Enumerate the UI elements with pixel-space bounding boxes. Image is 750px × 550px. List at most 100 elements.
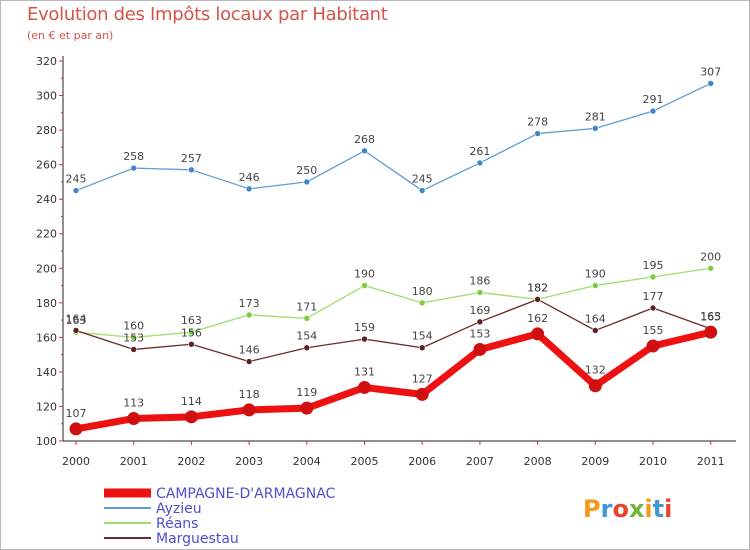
data-point [649,273,657,281]
data-label: 268 [354,133,375,146]
data-label: 245 [412,173,433,186]
data-point [242,403,256,417]
data-label: 278 [527,116,548,129]
data-point [245,185,253,193]
x-tick-label: 2009 [581,455,609,468]
data-label: 190 [354,268,375,281]
data-label: 119 [296,386,317,399]
data-label: 155 [643,324,664,337]
data-label: 291 [643,93,664,106]
x-tick-label: 2000 [62,455,90,468]
data-point [591,327,599,334]
data-point [649,304,657,312]
data-label: 163 [66,314,87,327]
data-point [69,422,83,436]
data-point [72,327,80,334]
data-point [534,296,541,303]
logo-letter: x [629,495,645,523]
data-label: 182 [527,281,548,294]
data-point [188,340,195,348]
y-tick-label: 100 [36,435,57,448]
data-label: 171 [296,300,317,313]
data-label: 180 [412,285,433,298]
logo-letter: P [583,495,601,523]
data-point [72,187,80,194]
data-label: 246 [239,171,260,184]
data-label: 307 [700,65,721,78]
data-point [707,264,715,272]
series-line [75,82,712,192]
y-tick-label: 240 [36,193,57,206]
data-label: 261 [469,145,490,158]
data-point [303,344,311,352]
data-point [130,334,137,341]
x-tick-label: 2004 [293,455,321,468]
data-label: 159 [354,321,375,334]
legend-label-ayzieu: Ayzieu [156,501,202,517]
data-point [591,282,599,289]
data-label: 281 [585,110,606,123]
x-tick-label: 2010 [639,455,667,468]
x-tick-label: 2005 [351,455,379,468]
data-label: 165 [700,311,721,324]
series-line [75,267,712,339]
data-label: 164 [585,312,606,325]
data-label: 127 [412,372,433,385]
y-tick-label: 120 [36,400,57,413]
data-label: 245 [66,173,87,186]
x-tick-label: 2003 [235,455,263,468]
data-point [361,147,368,155]
data-label: 164 [66,312,87,325]
data-point [418,299,426,307]
data-label: 257 [181,152,202,165]
x-tick-label: 2011 [697,455,725,468]
y-tick-label: 260 [36,159,57,172]
series-layer [69,80,718,436]
data-point [415,387,429,401]
logo-letter: r [601,495,613,523]
data-point [188,328,195,336]
data-label: 154 [412,330,433,343]
data-label: 160 [123,319,144,332]
series-campagne-d-armagnac [69,325,718,436]
data-point [707,80,715,87]
data-label: 114 [181,395,202,408]
y-tick-label: 300 [36,90,57,103]
y-tick-label: 220 [36,228,57,241]
legend-label-marguestau: Marguestau [156,531,239,547]
data-label: 132 [585,364,606,377]
data-label: 200 [700,250,721,263]
x-tick-label: 2006 [408,455,436,468]
series-r-ans [72,264,715,341]
proxiti-logo: Proxiti [583,495,672,523]
data-point [303,315,311,322]
chart-subtitle: (en € et par an) [27,29,114,42]
data-point [245,358,253,365]
data-point [473,342,487,356]
data-point [418,344,426,352]
data-point [303,178,311,186]
y-tick-label: 320 [36,55,57,68]
y-tick-label: 140 [36,366,57,379]
x-tick-label: 2008 [524,455,552,468]
data-label: 195 [643,259,664,272]
data-point [649,107,657,115]
y-tick-label: 280 [36,124,57,137]
data-label: 131 [354,365,375,378]
data-label: 162 [527,312,548,325]
data-point [184,410,198,424]
data-point [127,412,141,426]
axes: 100 120 140 160 180 200 220 240 260 280 300 320 2000… [36,55,736,468]
data-point [646,339,660,353]
chart-title: Evolution des Impôts locaux par Habitant [27,4,388,25]
data-label: 153 [469,327,490,340]
data-point [361,282,368,289]
data-label: 107 [66,407,87,420]
data-point [188,166,195,174]
logo-letter: o [612,495,629,523]
data-label: 118 [239,388,260,401]
data-point [130,164,137,172]
data-point [531,327,545,341]
